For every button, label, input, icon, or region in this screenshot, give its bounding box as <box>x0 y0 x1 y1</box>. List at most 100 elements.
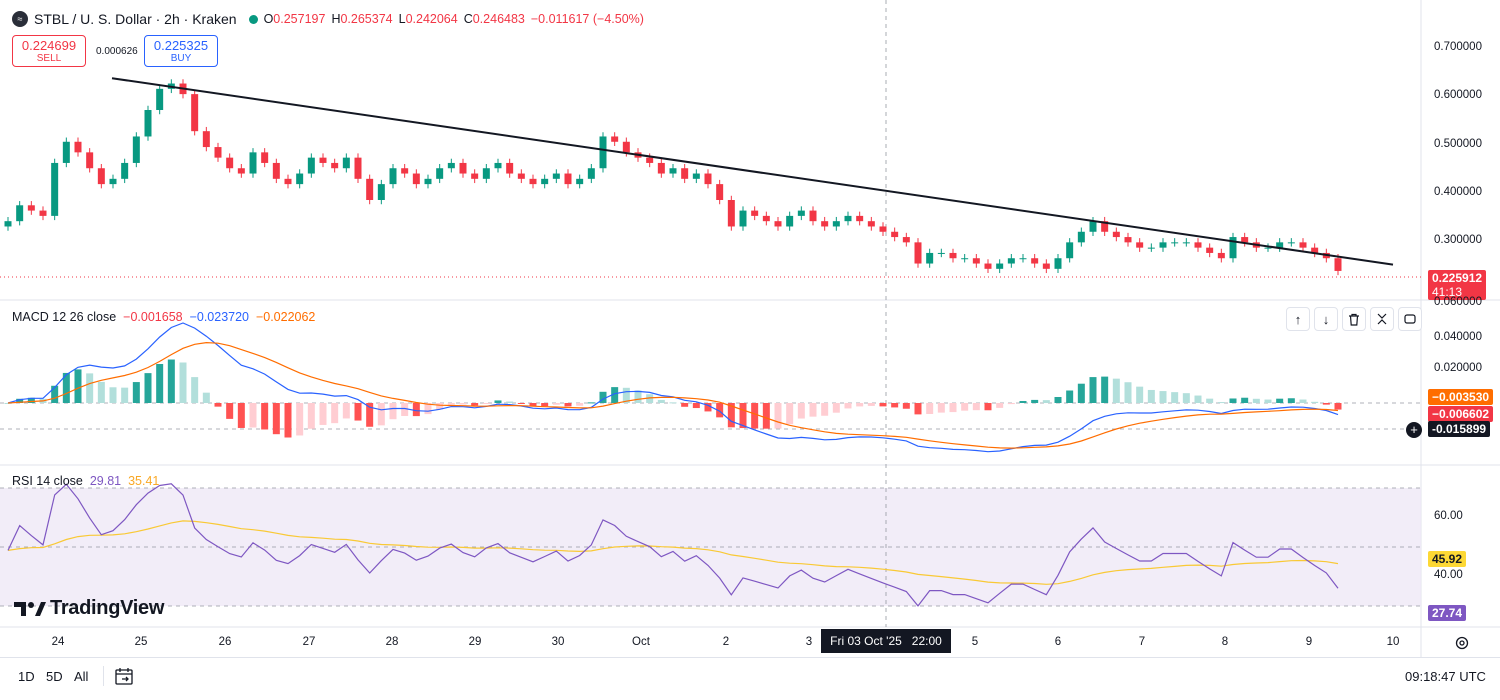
macd-hist-bar <box>984 403 992 411</box>
macd-hist-bar <box>832 403 840 413</box>
candle-body <box>1147 247 1155 249</box>
macd-tick: 0.060000 <box>1434 296 1482 308</box>
macd-hist-bar <box>1334 403 1342 410</box>
utc-clock[interactable]: 09:18:47 UTC <box>1405 669 1486 684</box>
macd-hist-bar <box>1019 400 1027 403</box>
macd-hist-bar <box>156 363 164 403</box>
price-tick: 0.700000 <box>1434 41 1482 53</box>
macd-hist-bar <box>821 403 829 416</box>
candle-body <box>844 215 852 222</box>
add-plus-icon[interactable]: + <box>1406 422 1422 438</box>
rsi-value-tag: 27.74 <box>1428 605 1467 621</box>
candle-body <box>506 162 514 174</box>
macd-hist-bar <box>541 403 549 407</box>
maximize-icon[interactable] <box>1398 307 1422 331</box>
candle-body <box>751 210 759 216</box>
macd-hist-bar <box>284 403 292 438</box>
move-down-icon[interactable]: ↓ <box>1314 307 1338 331</box>
cursor-value-tag: -0.015899 <box>1428 421 1491 437</box>
rsi-line <box>7 483 1339 607</box>
macd-hist-bar <box>599 391 607 403</box>
macd-hist-bar <box>319 403 327 425</box>
candle-body <box>401 168 409 174</box>
candle-body <box>1217 252 1225 259</box>
candle-body <box>564 173 572 185</box>
buy-button[interactable]: 0.225325 BUY <box>144 35 218 67</box>
trendline <box>111 77 1394 266</box>
candle-body <box>132 136 140 163</box>
macd-hist-bar <box>1206 398 1214 403</box>
macd-legend[interactable]: MACD 12 26 close −0.001658 −0.023720 −0.… <box>12 310 316 324</box>
macd-hist-bar <box>191 377 199 403</box>
range-all-button[interactable]: All <box>74 669 89 684</box>
settings-icon[interactable] <box>1454 635 1470 656</box>
candle-body <box>716 184 724 200</box>
candle-body <box>1171 242 1179 244</box>
candle-body <box>996 263 1004 269</box>
macd-hist-bar <box>587 402 595 404</box>
candle-body <box>972 258 980 264</box>
candle-body <box>599 136 607 169</box>
price-tick: 0.600000 <box>1434 89 1482 101</box>
macd-hist-bar <box>564 403 572 407</box>
macd-hist-bar <box>704 403 712 412</box>
candle-body <box>482 168 490 179</box>
time-tick: 10 <box>1386 636 1400 648</box>
symbol-logo-icon: ≈ <box>12 11 28 27</box>
delete-icon[interactable] <box>1342 307 1366 331</box>
macd-hist-bar <box>762 403 770 429</box>
time-tick: 6 <box>1054 636 1062 648</box>
tradingview-logo[interactable]: TradingView <box>14 597 164 620</box>
rsi-legend[interactable]: RSI 14 close 29.81 35.41 <box>12 474 160 488</box>
candle-body <box>891 231 899 238</box>
candle-body <box>4 221 12 227</box>
candle-body <box>681 168 689 179</box>
macd-hist-bar <box>972 403 980 411</box>
candle-body <box>576 178 584 185</box>
candle-body <box>961 258 969 260</box>
time-tick: 29 <box>468 636 482 648</box>
rsi-band <box>0 488 1421 606</box>
macd-hist-bar <box>366 403 374 427</box>
range-5d-button[interactable]: 5D <box>46 669 63 684</box>
range-1d-button[interactable]: 1D <box>18 669 35 684</box>
last-price-tag: 0.225912 41:13 <box>1428 270 1487 300</box>
macd-hist-bar <box>1112 378 1120 403</box>
candle-body <box>214 147 222 158</box>
candle-body <box>144 110 152 137</box>
macd-hist-bar <box>377 403 385 426</box>
sell-button[interactable]: 0.224699 SELL <box>12 35 86 67</box>
candle-body <box>354 157 362 179</box>
time-axis[interactable]: 24 25 26 27 28 29 30 Oct 2 3 5 6 7 8 9 10 <box>0 636 1420 652</box>
time-tick: 7 <box>1138 636 1146 648</box>
macd-hist-bar <box>961 403 969 411</box>
candle-body <box>424 178 432 185</box>
candle-body <box>1042 263 1050 269</box>
candle-body <box>447 162 455 169</box>
date-range-icon[interactable] <box>114 666 134 691</box>
candle-body <box>949 252 957 259</box>
time-tick: 28 <box>385 636 399 648</box>
candle-body <box>879 226 887 232</box>
toolbar-divider <box>103 666 104 686</box>
collapse-icon[interactable] <box>1370 307 1394 331</box>
candle-body <box>156 88 164 110</box>
price-tick: 0.500000 <box>1434 138 1482 150</box>
macd-hist-bar <box>121 387 129 403</box>
candle-body <box>319 157 327 163</box>
macd-hist-bar <box>914 403 922 415</box>
macd-hist-bar <box>4 403 12 404</box>
macd-hist-bar <box>879 403 887 407</box>
time-tick: 27 <box>302 636 316 648</box>
candle-body <box>202 131 210 148</box>
candle-body <box>249 152 257 174</box>
macd-hist-bar <box>739 403 747 429</box>
time-tick: 26 <box>218 636 232 648</box>
candle-body <box>657 162 665 174</box>
macd-hist-bar <box>751 403 759 429</box>
macd-hist-bar <box>62 372 70 403</box>
macd-hist-bar <box>1276 398 1284 403</box>
move-up-icon[interactable]: ↑ <box>1286 307 1310 331</box>
symbol-title[interactable]: STBL / U. S. Dollar · 2h · Kraken <box>34 11 237 27</box>
